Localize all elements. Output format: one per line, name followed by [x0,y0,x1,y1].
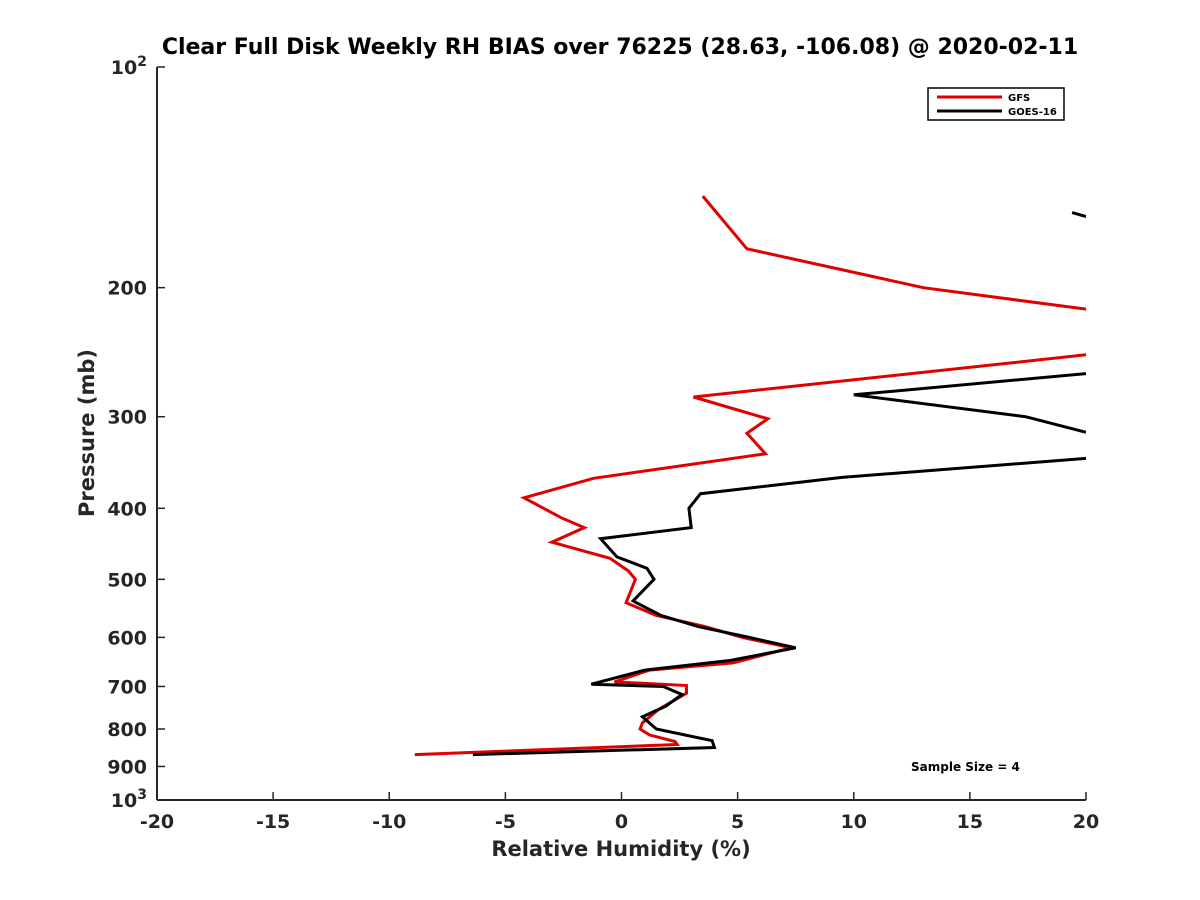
chart-title: Clear Full Disk Weekly RH BIAS over 7622… [162,35,1078,60]
series-line-goes-16 [853,372,1086,434]
legend-label-gfs: GFS [1008,93,1030,104]
y-tick-label: 700 [107,676,147,698]
x-tick-label: 15 [957,811,983,833]
y-tick-label: 600 [107,627,147,649]
x-tick-label: -20 [140,811,174,833]
y-tick-label: 800 [107,719,147,741]
x-tick-label: -5 [495,811,516,833]
series-line-goes-16 [1071,211,1086,219]
legend-label-goes-16: GOES-16 [1008,107,1057,118]
y-tick-label: 200 [107,278,147,300]
legend: GFS GOES-16 [927,87,1065,121]
x-tick-label: -10 [372,811,406,833]
x-tick-label: 20 [1073,811,1099,833]
sample-size-annotation: Sample Size = 4 [911,760,1020,774]
x-axis-label: Relative Humidity (%) [491,837,750,861]
y-tick-label: 900 [107,756,147,778]
y-tick-label: 300 [107,407,147,429]
x-tick-label: 0 [615,811,628,833]
plot-area [414,195,1086,757]
x-tick-label: 5 [731,811,744,833]
y-tick-label: 102 [111,54,147,79]
legend-box [927,87,1065,121]
x-tick-label: -15 [256,811,290,833]
y-tick-label: 500 [107,569,147,591]
x-tick-label: 10 [841,811,867,833]
y-tick-label: 400 [107,498,147,520]
axes: -20 -15 -10 -5 0 5 10 15 20 102 200 300 400 500 600 700… [107,54,1099,833]
series-line-goes-16 [472,456,1086,757]
y-axis-label: Pressure (mb) [75,349,99,517]
series-line-gfs [414,195,1086,757]
y-tick-label: 103 [111,787,147,812]
